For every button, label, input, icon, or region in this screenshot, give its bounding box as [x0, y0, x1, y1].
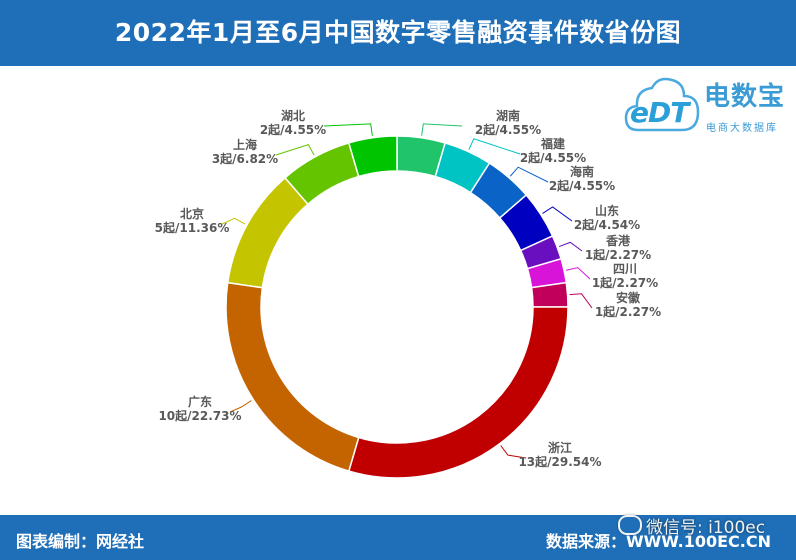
title-bar — [0, 0, 796, 66]
donut-slice-10 — [226, 176, 309, 289]
donut-slice-12 — [347, 135, 398, 178]
leader-line-7 — [569, 293, 593, 309]
slice-label-10: 北京 5起/11.36% — [155, 206, 230, 235]
leader-line-5 — [558, 241, 583, 252]
slice-label-6: 四川 1起/2.27% — [592, 262, 658, 290]
leader-line-4 — [542, 206, 573, 222]
slice-label-3: 海南 2起/4.55% — [549, 164, 615, 193]
slice-label-5: 香港 1起/2.27% — [585, 233, 651, 262]
logo-edt-text: eDT — [630, 96, 689, 129]
slice-label-8: 浙江 13起/29.54% — [518, 440, 601, 469]
edt-logo: eDT 电数宝 电商大数据库 — [624, 74, 794, 138]
slice-label-9: 广东 10起/22.73% — [158, 394, 241, 423]
leader-line-3 — [509, 166, 549, 183]
donut-chart: 湖南 2起/4.55%福建 2起/4.55%海南 2起/4.55% 山东 2起/4.54%… — [155, 108, 661, 479]
chart-editor-credit: 图表编制：网经社 — [16, 532, 145, 551]
data-source: 数据来源：WWW.100EC.CN — [546, 532, 772, 551]
leader-line-2 — [468, 138, 521, 155]
leader-line-1 — [421, 123, 463, 136]
footer-bar — [0, 515, 796, 560]
wechat-icon — [618, 515, 642, 535]
watermark-text: 微信号: i100ec — [646, 518, 766, 538]
donut-slice-9 — [225, 281, 360, 473]
wechat-watermark: 微信号: i100ec — [618, 513, 765, 538]
leader-line-10 — [221, 217, 246, 225]
leader-line-6 — [565, 267, 591, 280]
leader-line-12 — [323, 123, 373, 136]
cloud-icon — [624, 77, 700, 132]
leader-line-11 — [275, 144, 315, 156]
slice-label-11: 上海 3起/6.82% — [212, 137, 278, 166]
leader-line-9 — [229, 400, 252, 413]
slice-label-7: 安徽 1起/2.27% — [595, 290, 661, 319]
donut-slice-8 — [347, 306, 569, 479]
slice-label-1: 湖南 2起/4.55% — [475, 108, 541, 137]
donut-slice-7 — [530, 281, 569, 308]
leader-line-8 — [500, 445, 527, 459]
slice-label-2: 福建 2起/4.55% — [520, 136, 586, 165]
logo-subtitle: 电商大数据库 — [706, 123, 778, 134]
slice-label-4: 山东 2起/4.54% — [574, 203, 640, 232]
logo-name: 电数宝 — [704, 82, 786, 112]
chart-title: 2022年1月至6月中国数字零售融资事件数省份图 — [114, 18, 682, 47]
slice-label-12: 湖北 2起/4.55% — [260, 108, 326, 137]
